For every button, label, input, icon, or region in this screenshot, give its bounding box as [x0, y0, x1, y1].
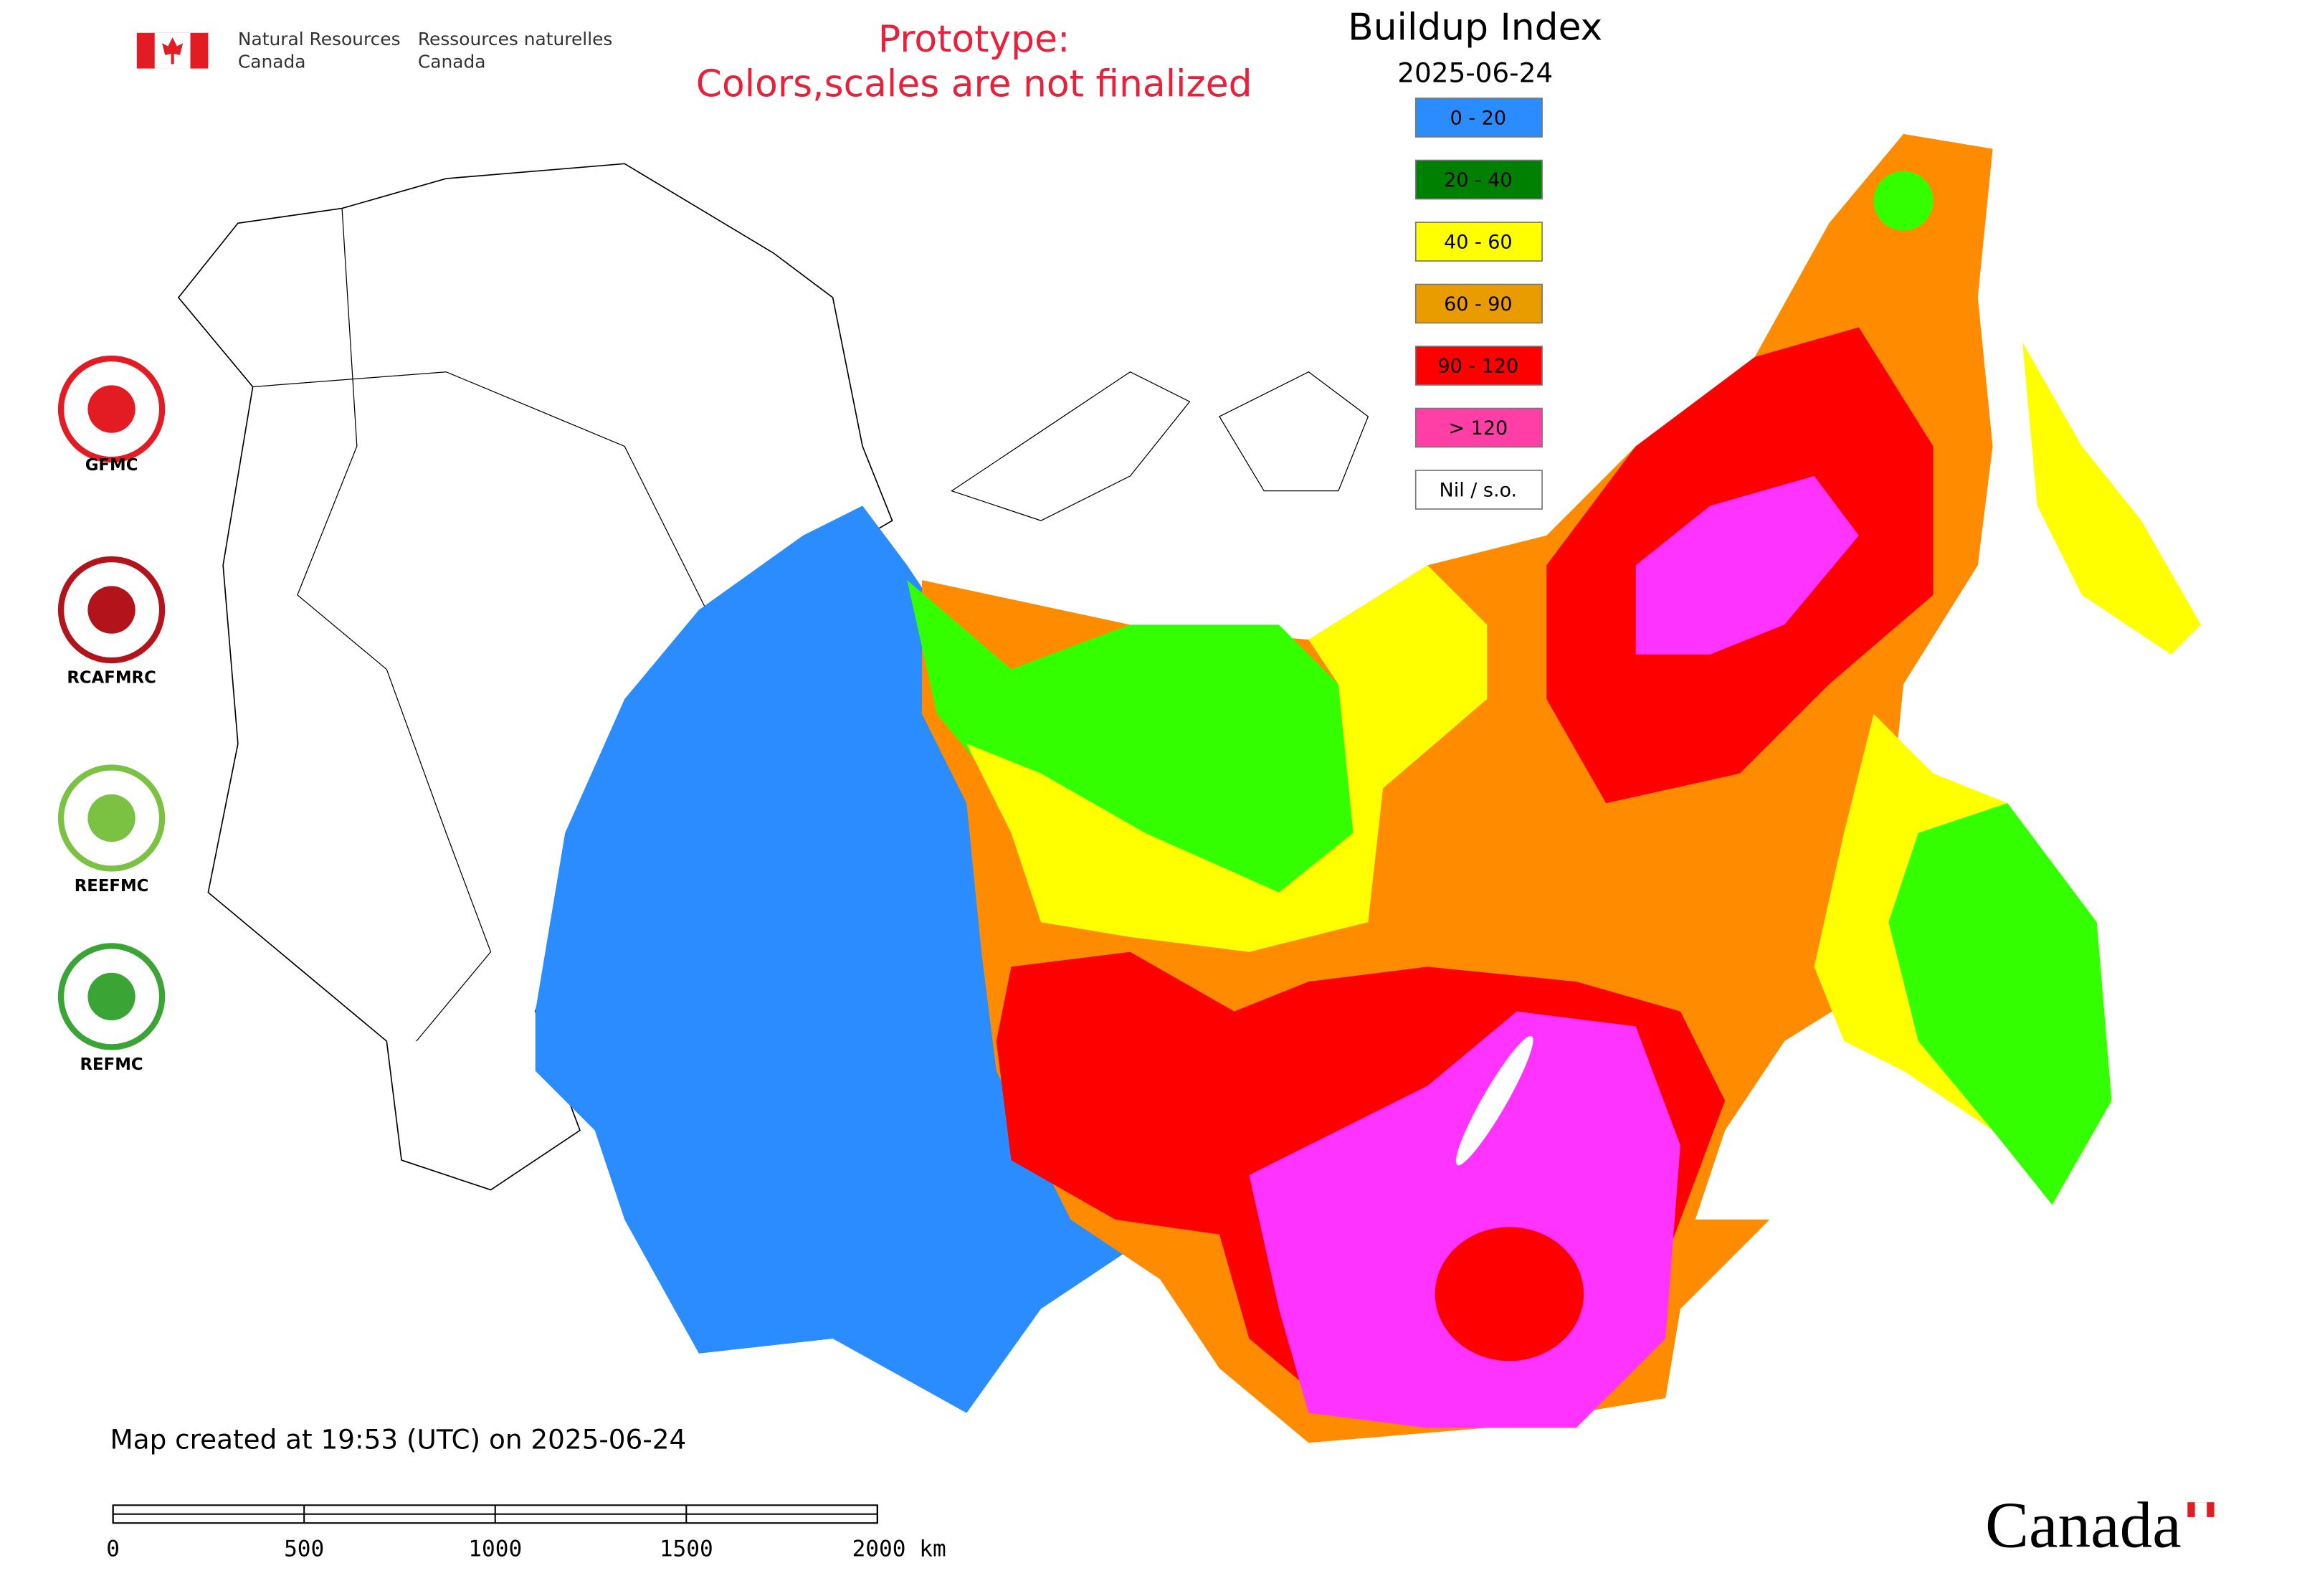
map-date: 2025-06-24: [1397, 57, 1553, 88]
wordmark-flag: [2187, 1502, 2215, 1517]
region-yellow: [966, 565, 1488, 952]
legend-swatch: [1414, 222, 1543, 262]
lake-baikal: [1455, 1035, 1533, 1166]
region-yellow: [2022, 342, 2201, 655]
country-outlines: [177, 163, 893, 1191]
logo-emblem: [87, 972, 135, 1021]
border-lines: [297, 208, 492, 1042]
canada-flag: [136, 32, 209, 69]
legend-swatch: [1414, 346, 1543, 386]
footer-created: Map created at 19:53 (UTC) on 2025-06-24: [110, 1424, 686, 1455]
scale-label: 2000 km: [852, 1536, 946, 1562]
region-red: [1435, 1227, 1584, 1362]
region-green: [907, 580, 1354, 923]
arctic-islands: [1219, 371, 1369, 492]
region-magenta: [1635, 475, 1859, 655]
legend-swatch: [1414, 283, 1543, 324]
logo-label: RCAFMRC: [67, 669, 156, 688]
department-name: Canada: [238, 51, 306, 72]
notice-line: Prototype:: [878, 18, 1070, 61]
legend-label: > 120: [1449, 417, 1508, 440]
canada-wordmark: Canada: [1985, 1489, 2182, 1562]
scale-label: 500: [284, 1536, 324, 1562]
legend-label: Nil / s.o.: [1440, 480, 1518, 502]
legend-swatch: [1414, 470, 1543, 510]
legend-swatch: [1414, 407, 1543, 448]
legend-label: 90 - 120: [1438, 356, 1519, 378]
region-blue: [535, 505, 1131, 1413]
scale-label: 1500: [660, 1536, 713, 1562]
department-name: Canada: [418, 51, 486, 72]
logo-label: REEFMC: [75, 877, 149, 896]
legend-label: 60 - 90: [1444, 293, 1512, 315]
legend-label: 20 - 40: [1444, 169, 1512, 191]
notice-line: Colors,scales are not finalized: [696, 62, 1252, 105]
legend-swatch: [1414, 98, 1543, 138]
region-green: [1888, 803, 2112, 1205]
arctic-islands: [951, 371, 1191, 521]
legend-swatch: [1414, 159, 1543, 200]
logo-label: GFMC: [85, 456, 138, 475]
legend-label: 0 - 20: [1450, 108, 1506, 130]
scale-label: 1000: [468, 1536, 522, 1562]
legend-label: 40 - 60: [1444, 232, 1512, 254]
region-green: [1873, 171, 1934, 231]
logo-emblem: [87, 794, 135, 842]
border-lines: [252, 371, 715, 625]
department-name: Natural Resources: [238, 29, 401, 49]
department-name: Ressources naturelles: [418, 29, 613, 49]
logo-emblem: [87, 586, 135, 634]
map-title: Buildup Index: [1348, 6, 1602, 49]
scale-label: 0: [106, 1536, 120, 1562]
logo-emblem: [87, 385, 135, 433]
logo-label: REFMC: [80, 1055, 143, 1074]
